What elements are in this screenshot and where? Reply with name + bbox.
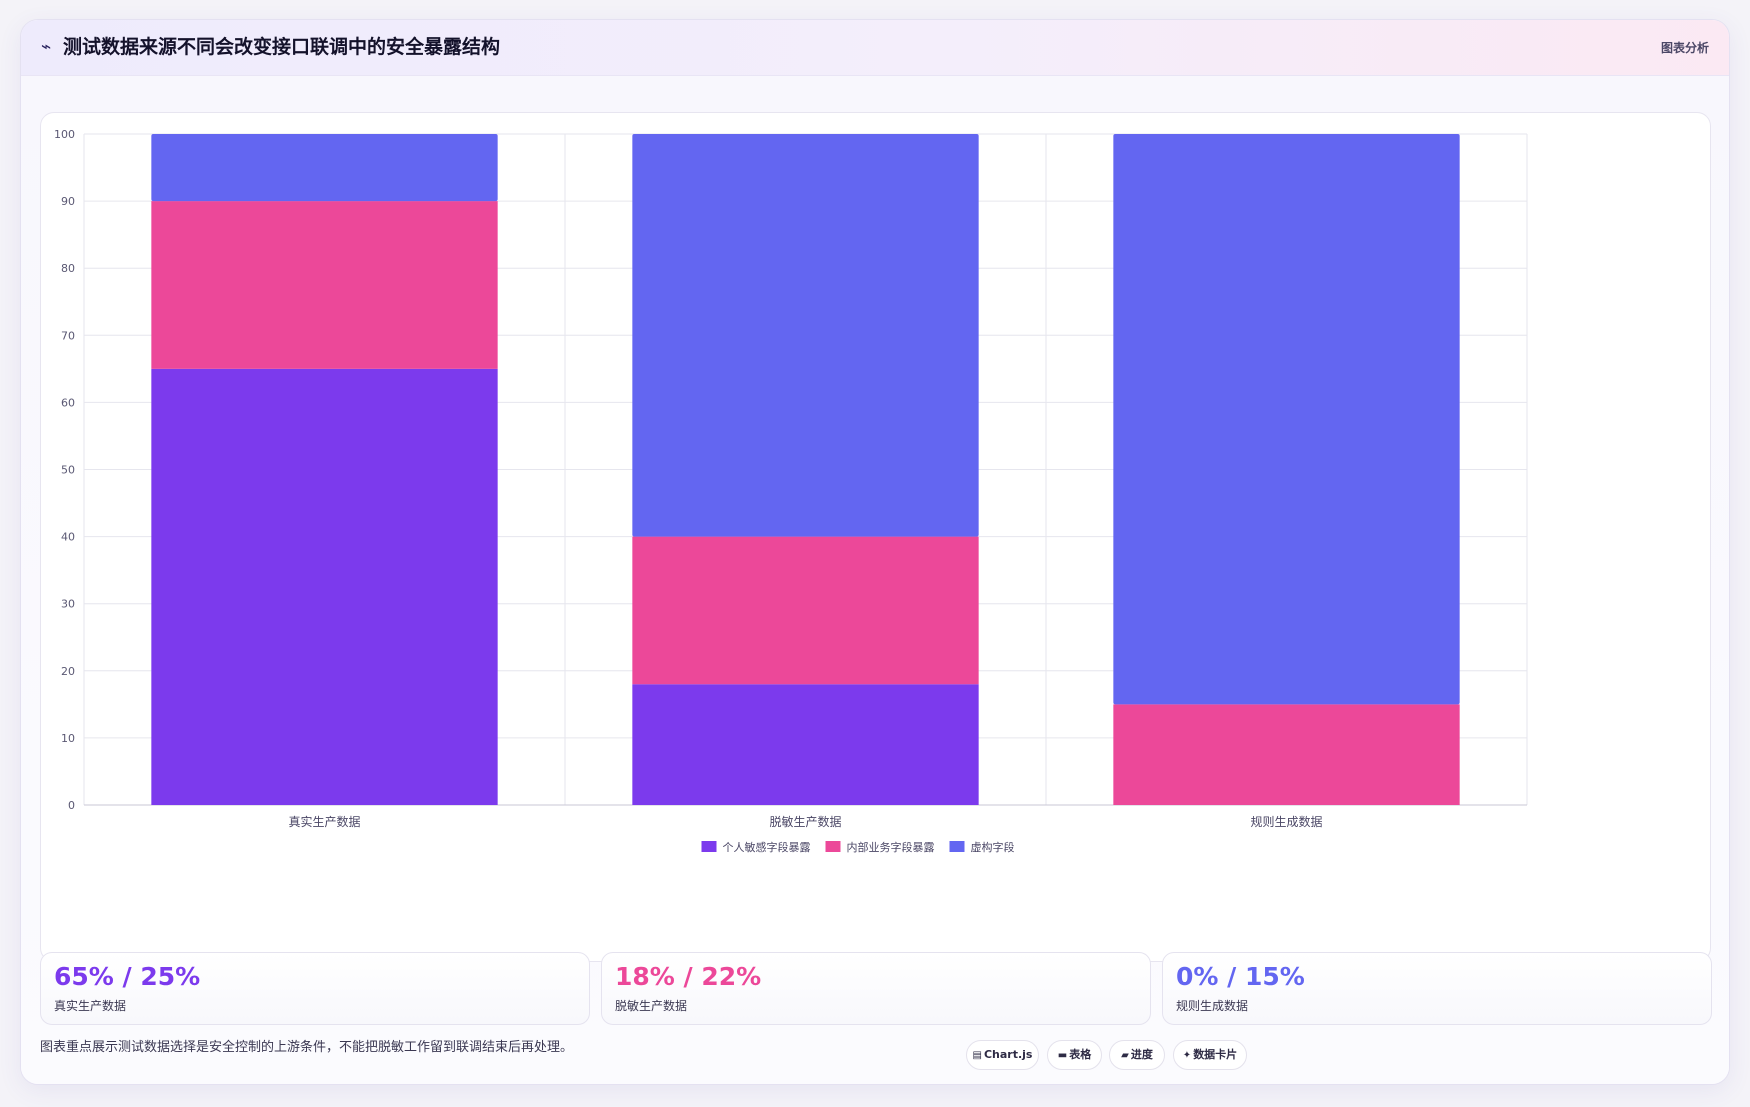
stat-value: 18% / 22% — [615, 962, 762, 991]
bar-segment — [151, 134, 498, 202]
chip-progress[interactable]: ▰ 进度 — [1109, 1040, 1165, 1070]
stat-value: 0% / 15% — [1176, 962, 1305, 991]
bar-segment — [1113, 134, 1460, 705]
legend-swatch — [825, 841, 841, 852]
chip-table[interactable]: ▬ 表格 — [1047, 1040, 1102, 1070]
bar-segment — [632, 134, 979, 537]
legend-swatch — [701, 841, 717, 852]
bar-segment — [632, 684, 979, 805]
chip-label: Chart.js — [983, 1048, 1033, 1061]
table-icon: ▬ — [1057, 1050, 1068, 1061]
bar-segment — [151, 368, 498, 805]
y-tick-label: 40 — [61, 531, 75, 544]
y-tick-label: 100 — [54, 128, 75, 141]
chip-label: 表格 — [1069, 1048, 1092, 1061]
y-tick-label: 20 — [61, 665, 75, 678]
chart-card: ⌁ 测试数据来源不同会改变接口联调中的安全暴露结构 图表分析 0 10 20 30 40… — [20, 19, 1730, 1085]
legend-label: 个人敏感字段暴露 — [723, 840, 811, 854]
chart-icon: ⌁ — [41, 37, 52, 57]
bar-segment — [151, 201, 498, 369]
card-header: ⌁ 测试数据来源不同会改变接口联调中的安全暴露结构 图表分析 — [21, 20, 1729, 76]
stat-label: 真实生产数据 — [54, 999, 127, 1013]
stat-value: 65% / 25% — [54, 962, 201, 991]
y-tick-label: 80 — [61, 262, 75, 275]
legend-label: 内部业务字段暴露 — [847, 840, 935, 854]
stat-card-generated: 0% / 15% 规则生成数据 — [1162, 952, 1712, 1025]
x-tick-label: 脱敏生产数据 — [769, 814, 841, 829]
x-tick-label: 真实生产数据 — [288, 814, 360, 829]
stat-label: 规则生成数据 — [1176, 999, 1249, 1013]
x-tick-label: 规则生成数据 — [1250, 814, 1322, 829]
page-title: 测试数据来源不同会改变接口联调中的安全暴露结构 — [63, 36, 501, 58]
chip-label: 数据卡片 — [1193, 1048, 1238, 1061]
legend-label: 虚构字段 — [971, 840, 1015, 854]
stat-card-real: 65% / 25% 真实生产数据 — [40, 952, 590, 1025]
stacked-bar-chart: 0 10 20 30 40 50 60 70 80 90 100 真实生产数据 脱敏生产数据 规则生成数据… — [54, 128, 1528, 854]
bar-segment — [1113, 704, 1460, 805]
chart-icon: ▤ — [972, 1050, 982, 1061]
y-tick-label: 50 — [61, 464, 75, 477]
chart-panel: 0 10 20 30 40 50 60 70 80 90 100 真实生产数据 脱敏生产数据 规则生成数据… — [40, 112, 1711, 962]
data-card-icon: ✦ — [1182, 1050, 1192, 1061]
y-tick-label: 90 — [61, 195, 75, 208]
chart-footnote: 图表重点展示测试数据选择是安全控制的上游条件，不能把脱敏工作留到联调结束后再处理… — [40, 1040, 574, 1055]
y-tick-label: 60 — [61, 396, 75, 409]
legend-swatch — [949, 841, 965, 852]
y-tick-label: 30 — [61, 598, 75, 611]
chip-data-card[interactable]: ✦ 数据卡片 — [1173, 1040, 1247, 1070]
chip-chartjs[interactable]: ▤ Chart.js — [966, 1040, 1039, 1070]
y-tick-label: 10 — [61, 732, 75, 745]
chart-analysis-link[interactable]: 图表分析 — [1660, 41, 1709, 55]
progress-icon: ▰ — [1121, 1050, 1129, 1061]
y-tick-label: 0 — [68, 799, 75, 812]
stat-label: 脱敏生产数据 — [615, 999, 688, 1013]
bar-segment — [632, 536, 979, 685]
stat-card-masked: 18% / 22% 脱敏生产数据 — [601, 952, 1151, 1025]
y-tick-label: 70 — [61, 329, 75, 342]
chip-label: 进度 — [1130, 1048, 1153, 1061]
